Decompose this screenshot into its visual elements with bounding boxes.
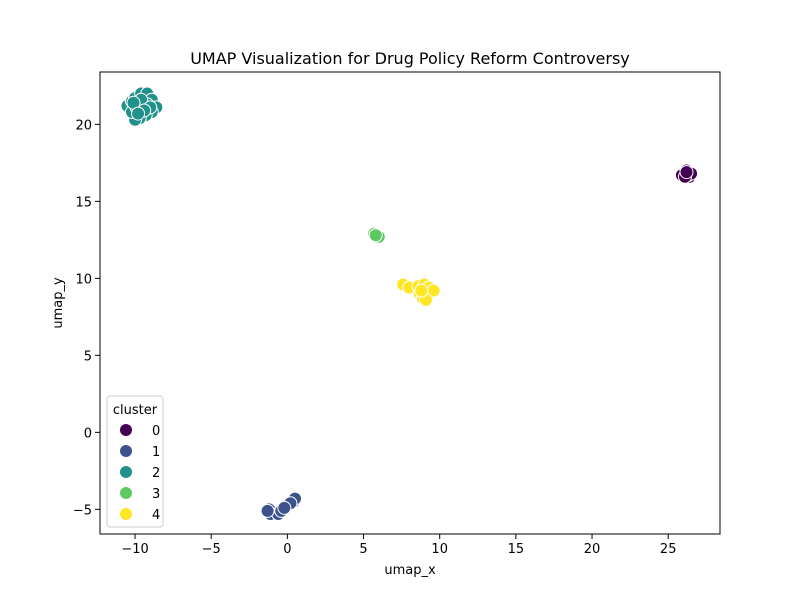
y-tick-label: 5 xyxy=(84,349,92,364)
x-axis-ticks: −10 −5 0 5 10 15 20 25 xyxy=(121,534,676,557)
x-tick-label: 25 xyxy=(660,542,677,557)
legend: cluster 0 1 2 3 4 xyxy=(106,395,164,528)
legend-label-4: 4 xyxy=(152,508,160,523)
legend-marker-2 xyxy=(120,466,132,478)
scatter-points xyxy=(120,86,699,521)
x-tick-label: −5 xyxy=(202,542,221,557)
plot-frame xyxy=(99,71,721,535)
y-tick-label: 20 xyxy=(75,118,92,133)
scatter-point-cluster-4 xyxy=(414,283,429,298)
plot-area xyxy=(99,71,721,535)
scatter-point-cluster-3 xyxy=(368,228,383,243)
legend-marker-1 xyxy=(120,445,132,457)
y-axis-ticks: −5 0 5 10 15 20 xyxy=(73,118,100,518)
y-tick-label: 10 xyxy=(75,272,92,287)
legend-label-0: 0 xyxy=(152,424,160,439)
y-tick-label: 0 xyxy=(84,426,92,441)
scatter-point-cluster-1 xyxy=(277,500,292,515)
chart-title: UMAP Visualization for Drug Policy Refor… xyxy=(190,49,630,68)
legend-marker-0 xyxy=(120,424,132,436)
y-tick-label: 15 xyxy=(75,195,92,210)
x-axis-label: umap_x xyxy=(384,563,436,578)
x-tick-label: 20 xyxy=(584,542,601,557)
legend-label-1: 1 xyxy=(152,445,160,460)
legend-marker-4 xyxy=(120,508,132,520)
scatter-point-cluster-0 xyxy=(679,165,694,180)
legend-label-2: 2 xyxy=(152,466,160,481)
legend-items: 0 1 2 3 4 xyxy=(120,424,160,523)
y-axis-label: umap_y xyxy=(51,277,66,329)
x-tick-label: 0 xyxy=(283,542,291,557)
legend-label-3: 3 xyxy=(152,487,160,502)
x-tick-label: 15 xyxy=(508,542,525,557)
y-tick-label: −5 xyxy=(73,503,92,518)
scatter-point-cluster-1 xyxy=(260,503,275,518)
x-tick-label: 5 xyxy=(359,542,367,557)
x-tick-label: 10 xyxy=(431,542,448,557)
scatter-point-cluster-2 xyxy=(131,106,146,121)
x-tick-label: −10 xyxy=(121,542,148,557)
legend-marker-3 xyxy=(120,487,132,499)
legend-title: cluster xyxy=(113,403,158,418)
